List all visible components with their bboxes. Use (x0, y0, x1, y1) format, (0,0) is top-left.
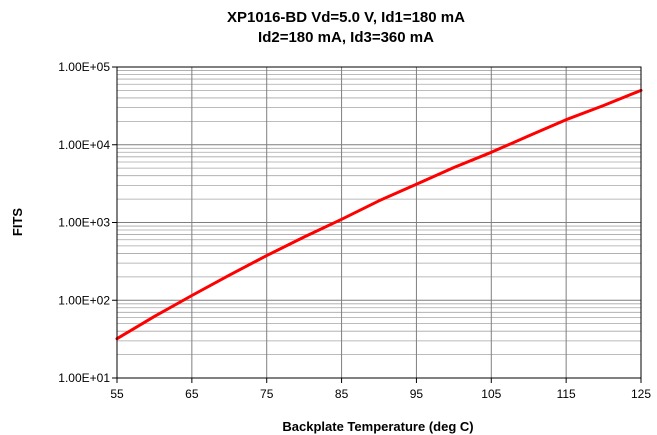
x-tick-label: 105 (481, 387, 501, 401)
plot-frame (116, 66, 642, 379)
x-tick-label: 75 (260, 387, 274, 401)
y-tick-label: 1.00E+04 (58, 138, 110, 152)
x-tick-label: 55 (110, 387, 124, 401)
x-tick-label: 65 (185, 387, 199, 401)
chart-title-line2: Id2=180 mA, Id3=360 mA (258, 29, 434, 46)
y-tick-label: 1.00E+02 (58, 293, 110, 307)
y-tick-label: 1.00E+05 (58, 60, 110, 74)
chart-title-line1: XP1016-BD Vd=5.0 V, Id1=180 mA (227, 9, 465, 26)
series-group (115, 88, 643, 341)
grid (116, 67, 642, 379)
y-tick-label: 1.00E+03 (58, 216, 110, 230)
x-tick-label: 85 (335, 387, 349, 401)
x-axis-title: Backplate Temperature (deg C) (282, 419, 473, 434)
x-axis-ticks: 55 65 75 85 95 105 115 125 (110, 378, 651, 401)
x-tick-label: 115 (557, 387, 576, 401)
series-line-fits (115, 88, 643, 341)
y-axis-ticks: 1.00E+01 1.00E+02 1.00E+03 1.00E+04 1.00E+05 (58, 60, 117, 385)
x-tick-label: 125 (631, 387, 651, 401)
y-tick-label: 1.00E+01 (58, 371, 110, 385)
y-axis-title: FITS (10, 208, 25, 236)
x-tick-label: 95 (410, 387, 424, 401)
